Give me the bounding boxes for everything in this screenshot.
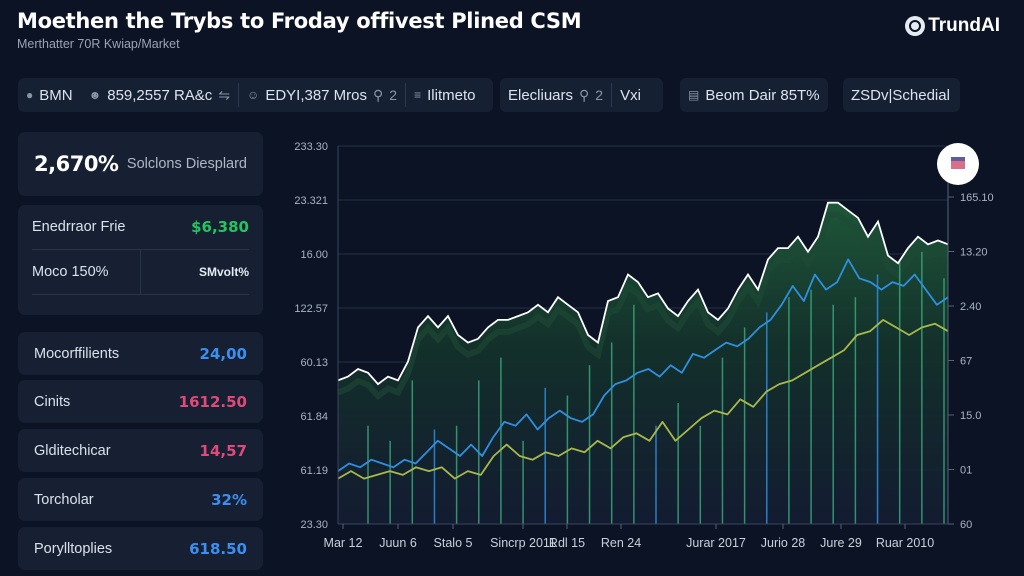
y-right-tick-label: 2.40 <box>960 301 981 313</box>
divider <box>238 83 240 107</box>
toolbar: ● BMN ☻ 859,2557 RA&c ⇋ ☺ EDYI,387 Mros … <box>0 78 1024 114</box>
divider <box>405 83 407 107</box>
people-icon: ☻ <box>88 88 102 102</box>
olive-line <box>337 319 949 480</box>
price-line <box>337 201 949 386</box>
toolbar-group-elections: Elecliuars ⚲ 2 Vxi <box>500 78 663 112</box>
tag-icon: ● <box>26 88 34 102</box>
x-tick-label: Jurar 2017 <box>686 536 746 550</box>
x-tick-label: Jurio 28 <box>761 536 806 550</box>
y-left-tick-label: 61.84 <box>300 411 328 423</box>
y-right-tick-label: 15.0 <box>960 410 981 422</box>
metric-value: 618.50 <box>189 539 247 558</box>
lock-icon: ⚲ <box>373 86 384 103</box>
x-tick-label: Mar 12 <box>324 536 363 550</box>
toolbar-item-bmn[interactable]: ● BMN <box>26 86 73 104</box>
divider <box>611 83 613 107</box>
x-tick-label: Ren 24 <box>601 536 641 550</box>
detail-value-2: SMvolt% <box>198 265 249 279</box>
metric-card[interactable]: Porylltoplies 618.50 <box>18 527 263 570</box>
y-left-tick-label: 60.13 <box>300 357 328 369</box>
x-tick-label: Sincrp 2011 <box>490 536 556 550</box>
y-left-tick-label: 16.00 <box>300 249 328 261</box>
x-tick-label: Ruar 2010 <box>876 536 934 550</box>
metric-value: 32% <box>211 490 247 509</box>
chart-corner-badge[interactable] <box>937 143 979 185</box>
page-subtitle: Merthatter 70R Kwiap/Market <box>17 37 180 51</box>
toolbar-item-beom[interactable]: ▤ Beom Dair 85T% <box>688 86 820 104</box>
metric-card[interactable]: Mocorffilients 24,00 <box>18 332 263 375</box>
brand-name: TrundAI <box>928 15 1000 36</box>
toolbar-item-elecliuars[interactable]: Elecliuars ⚲ 2 <box>508 86 604 104</box>
x-tick-label: Jure 29 <box>820 536 862 550</box>
y-right-tick-label: 01 <box>960 465 972 477</box>
globe-logo-icon <box>905 16 926 36</box>
y-left-tick-label: 23.321 <box>294 195 328 207</box>
y-right-tick-label: 13.20 <box>960 247 988 259</box>
y-right-tick-label: 165.10 <box>960 192 994 204</box>
metric-card[interactable]: Cinits 1612.50 <box>18 380 263 423</box>
card-icon: ▤ <box>688 88 700 102</box>
toolbar-item-vxi[interactable]: Vxi <box>620 86 641 104</box>
y-right-tick-label: 60 <box>960 519 972 531</box>
detail-row-2[interactable]: Moco 150% SMvolt% <box>32 250 249 295</box>
toolbar-item-schedule[interactable]: ZSDv|Schedial <box>851 86 950 104</box>
brand[interactable]: TrundAI <box>905 15 1000 37</box>
detail-card: Enedrraor Frie $6,380 Moco 150% SMvolt% <box>18 205 263 315</box>
blue-line <box>337 258 949 472</box>
metric-card[interactable]: Glditechicar 14,57 <box>18 429 263 472</box>
toolbar-group-beom: ▤ Beom Dair 85T% <box>680 78 828 112</box>
x-tick-label: Stalo 5 <box>434 536 473 550</box>
metric-value: 24,00 <box>199 344 247 363</box>
toolbar-item-value[interactable]: ☻ 859,2557 RA&c ⇋ <box>88 86 231 104</box>
toolbar-group-filters: ● BMN ☻ 859,2557 RA&c ⇋ ☺ EDYI,387 Mros … <box>18 78 493 112</box>
detail-row-1[interactable]: Enedrraor Frie $6,380 <box>32 205 249 250</box>
metric-value: 14,57 <box>199 441 247 460</box>
metric-card[interactable]: Torcholar 32% <box>18 478 263 521</box>
summary-label: Solclons Diesplard <box>126 156 247 172</box>
price-area-band <box>336 211 950 401</box>
toolbar-group-schedule: ZSDv|Schedial <box>843 78 960 112</box>
metric-value: 1612.50 <box>178 392 247 411</box>
summary-card: 2,670% Solclons Diesplard <box>18 132 263 196</box>
detail-value-1: $6,380 <box>191 218 249 236</box>
y-left-tick-label: 122.57 <box>294 303 328 315</box>
x-tick-label: Juun 6 <box>379 536 417 550</box>
user-icon: ☺ <box>247 88 260 102</box>
y-left-tick-label: 23.30 <box>300 519 328 531</box>
filter-icon: ≡ <box>414 88 422 102</box>
toolbar-item-edy[interactable]: ☺ EDYI,387 Mros ⚲ 2 <box>247 86 398 104</box>
price-area-fill <box>338 202 948 524</box>
page-title: Moethen the Trybs to Froday offivest Pli… <box>17 9 582 33</box>
y-left-tick-label: 233.30 <box>294 141 328 153</box>
lock-icon: ⚲ <box>579 86 590 103</box>
toolbar-item-filter[interactable]: ≡ Ilitmeto <box>414 86 476 104</box>
x-tick-label: Rdl 15 <box>549 536 585 550</box>
summary-value: 2,670% <box>34 152 119 176</box>
y-right-tick-label: 67 <box>960 356 972 368</box>
toggle-icon: ⇋ <box>218 86 231 103</box>
y-left-tick-label: 61.19 <box>300 465 328 477</box>
